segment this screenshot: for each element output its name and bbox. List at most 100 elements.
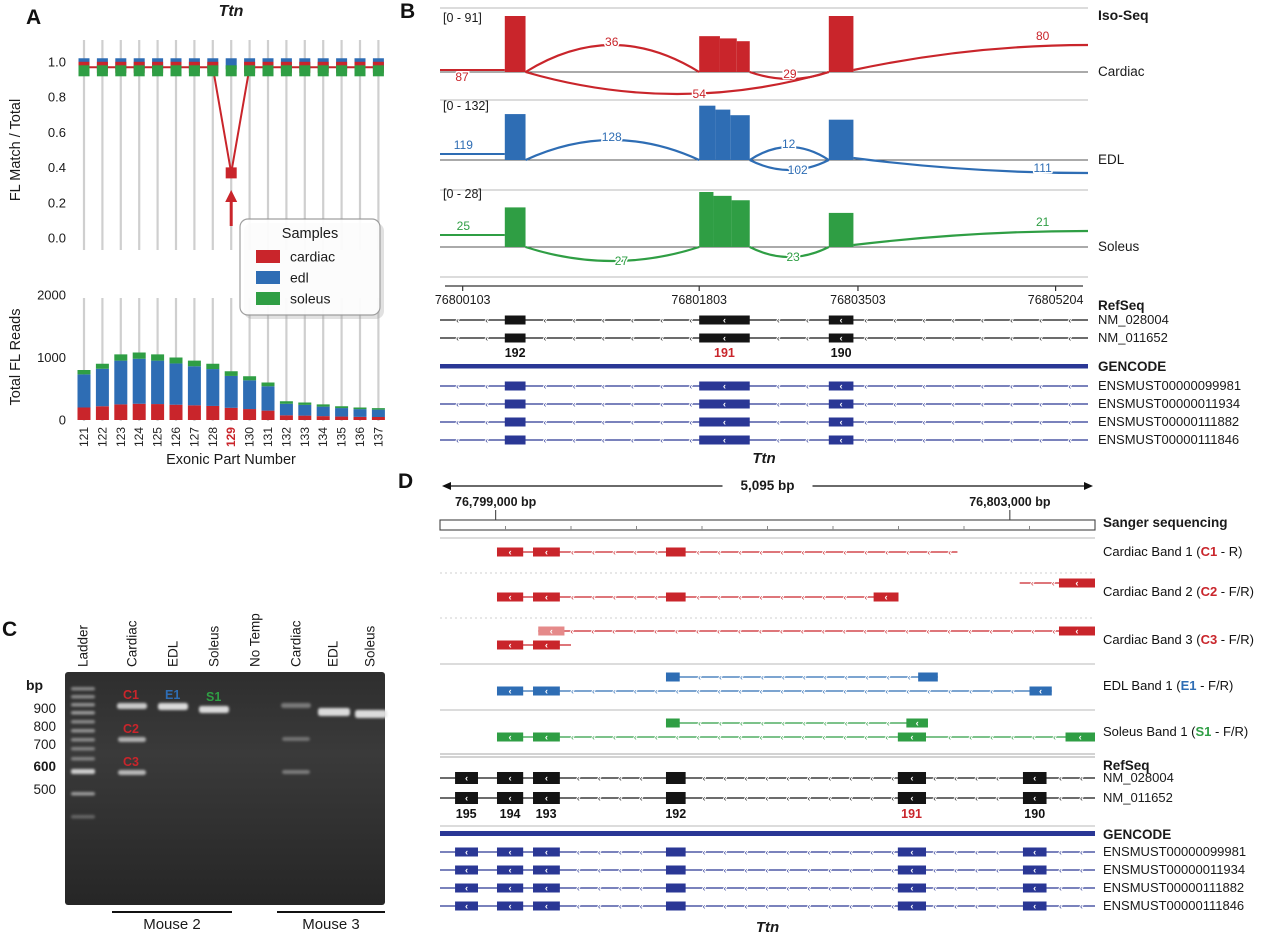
legend-item-label: soleus [290, 291, 330, 307]
strand-arrow-icon: ‹ [602, 417, 605, 427]
bar-cardiac [206, 405, 220, 420]
isoseq-header: Iso-Seq [1098, 7, 1149, 23]
lane-label: Soleus [363, 625, 378, 667]
gel-band [318, 708, 350, 716]
junction-arc [525, 70, 830, 96]
strand-arrow-icon: ‹ [864, 315, 867, 325]
junction-count: 23 [786, 250, 800, 264]
strand-arrow-icon: ‹ [619, 865, 622, 875]
exon-strand-arrow-icon: ‹ [508, 640, 511, 651]
gencode-gene-bar [440, 364, 1088, 369]
strand-arrow-icon: ‹ [864, 417, 867, 427]
exon-block [455, 883, 478, 893]
strand-arrow-icon: ‹ [948, 732, 951, 742]
strand-arrow-icon: ‹ [602, 381, 605, 391]
strand-arrow-icon: ‹ [1010, 333, 1013, 343]
gene-label: Ttn [756, 919, 779, 936]
junction-count: 102 [788, 163, 808, 177]
x-tick-label: 130 [243, 427, 257, 447]
exon-strand-arrow-icon: ‹ [723, 315, 726, 326]
strand-arrow-icon: ‹ [1010, 417, 1013, 427]
strand-arrow-icon: ‹ [990, 732, 993, 742]
strand-arrow-icon: ‹ [655, 686, 658, 696]
band-label: Cardiac Band 3 (C3 - F/R) [1103, 632, 1254, 647]
strand-arrow-icon: ‹ [633, 626, 636, 636]
strand-arrow-icon: ‹ [544, 399, 547, 409]
exon-strand-arrow-icon: ‹ [545, 847, 548, 858]
strand-arrow-icon: ‹ [592, 592, 595, 602]
exon-strand-arrow-icon: ‹ [1033, 865, 1036, 876]
exon-block [496, 640, 524, 650]
strand-arrow-icon: ‹ [787, 901, 790, 911]
exon-strand-arrow-icon: ‹ [723, 435, 726, 446]
strand-arrow-icon: ‹ [975, 847, 978, 857]
exon-block [665, 901, 686, 911]
strand-arrow-icon: ‹ [745, 883, 748, 893]
strand-arrow-icon: ‹ [675, 626, 678, 636]
soleus-marker [207, 65, 219, 77]
exon-number: 193 [536, 807, 557, 821]
strand-arrow-icon: ‹ [975, 901, 978, 911]
bar-cardiac [132, 403, 146, 420]
band-label: Cardiac Band 1 (C1 - R) [1103, 544, 1242, 559]
exon-block [897, 772, 927, 784]
strand-arrow-icon: ‹ [828, 883, 831, 893]
exon-block [504, 333, 526, 343]
highlight-arrow-head [225, 190, 238, 202]
exon-block [533, 792, 560, 804]
soleus-marker [152, 65, 164, 77]
exon-strand-arrow-icon: ‹ [465, 865, 468, 876]
bar-cardiac [187, 405, 201, 420]
exon-strand-arrow-icon: ‹ [465, 773, 468, 784]
junction-arc [524, 43, 700, 73]
exon-strand-arrow-icon: ‹ [508, 773, 511, 784]
junction-count: 80 [1036, 29, 1050, 43]
strand-arrow-icon: ‹ [981, 333, 984, 343]
coverage-block [719, 38, 737, 72]
coverage-range-label: [0 - 28] [443, 187, 482, 201]
strand-arrow-icon: ‹ [766, 865, 769, 875]
strand-arrow-icon: ‹ [634, 732, 637, 742]
strand-arrow-icon: ‹ [697, 732, 700, 742]
exon-block [665, 547, 686, 557]
transcript-label: ENSMUST00000011934 [1103, 862, 1245, 877]
strand-arrow-icon: ‹ [571, 732, 574, 742]
strand-arrow-icon: ‹ [824, 718, 827, 728]
strand-arrow-icon: ‹ [577, 865, 580, 875]
strand-arrow-icon: ‹ [745, 793, 748, 803]
exon-strand-arrow-icon: ‹ [910, 773, 913, 784]
strand-arrow-icon: ‹ [640, 773, 643, 783]
strand-arrow-icon: ‹ [1010, 399, 1013, 409]
x-tick-label: 133 [298, 427, 312, 447]
strand-arrow-icon: ‹ [1059, 773, 1062, 783]
ladder-band [71, 792, 95, 796]
strand-arrow-icon: ‹ [703, 847, 706, 857]
strand-arrow-icon: ‹ [870, 847, 873, 857]
strand-arrow-icon: ‹ [739, 547, 742, 557]
exon-strand-arrow-icon: ‹ [508, 592, 511, 603]
strand-arrow-icon: ‹ [801, 626, 804, 636]
ladder-band [71, 720, 95, 724]
coverage-range-label: [0 - 132] [443, 99, 489, 113]
bar-soleus [279, 401, 293, 404]
strand-arrow-icon: ‹ [954, 773, 957, 783]
bar-edl [224, 375, 238, 408]
exon-strand-arrow-icon: ‹ [723, 333, 726, 344]
strand-arrow-icon: ‹ [1039, 399, 1042, 409]
gel-band [282, 737, 310, 741]
exon-strand-arrow-icon: ‹ [545, 793, 548, 804]
exon-strand-arrow-icon: ‹ [840, 435, 843, 446]
strand-arrow-icon: ‹ [456, 333, 459, 343]
junction-count: 36 [605, 35, 619, 49]
strand-arrow-icon: ‹ [806, 435, 809, 445]
exon-strand-arrow-icon: ‹ [465, 847, 468, 858]
exon-strand-arrow-icon: ‹ [545, 901, 548, 912]
strand-arrow-icon: ‹ [807, 883, 810, 893]
exon-block [873, 592, 899, 602]
ladder-band [71, 738, 95, 742]
bar-cardiac [77, 407, 91, 420]
strand-arrow-icon: ‹ [485, 333, 488, 343]
strand-arrow-icon: ‹ [718, 592, 721, 602]
strand-arrow-icon: ‹ [1068, 417, 1071, 427]
strand-arrow-icon: ‹ [864, 333, 867, 343]
